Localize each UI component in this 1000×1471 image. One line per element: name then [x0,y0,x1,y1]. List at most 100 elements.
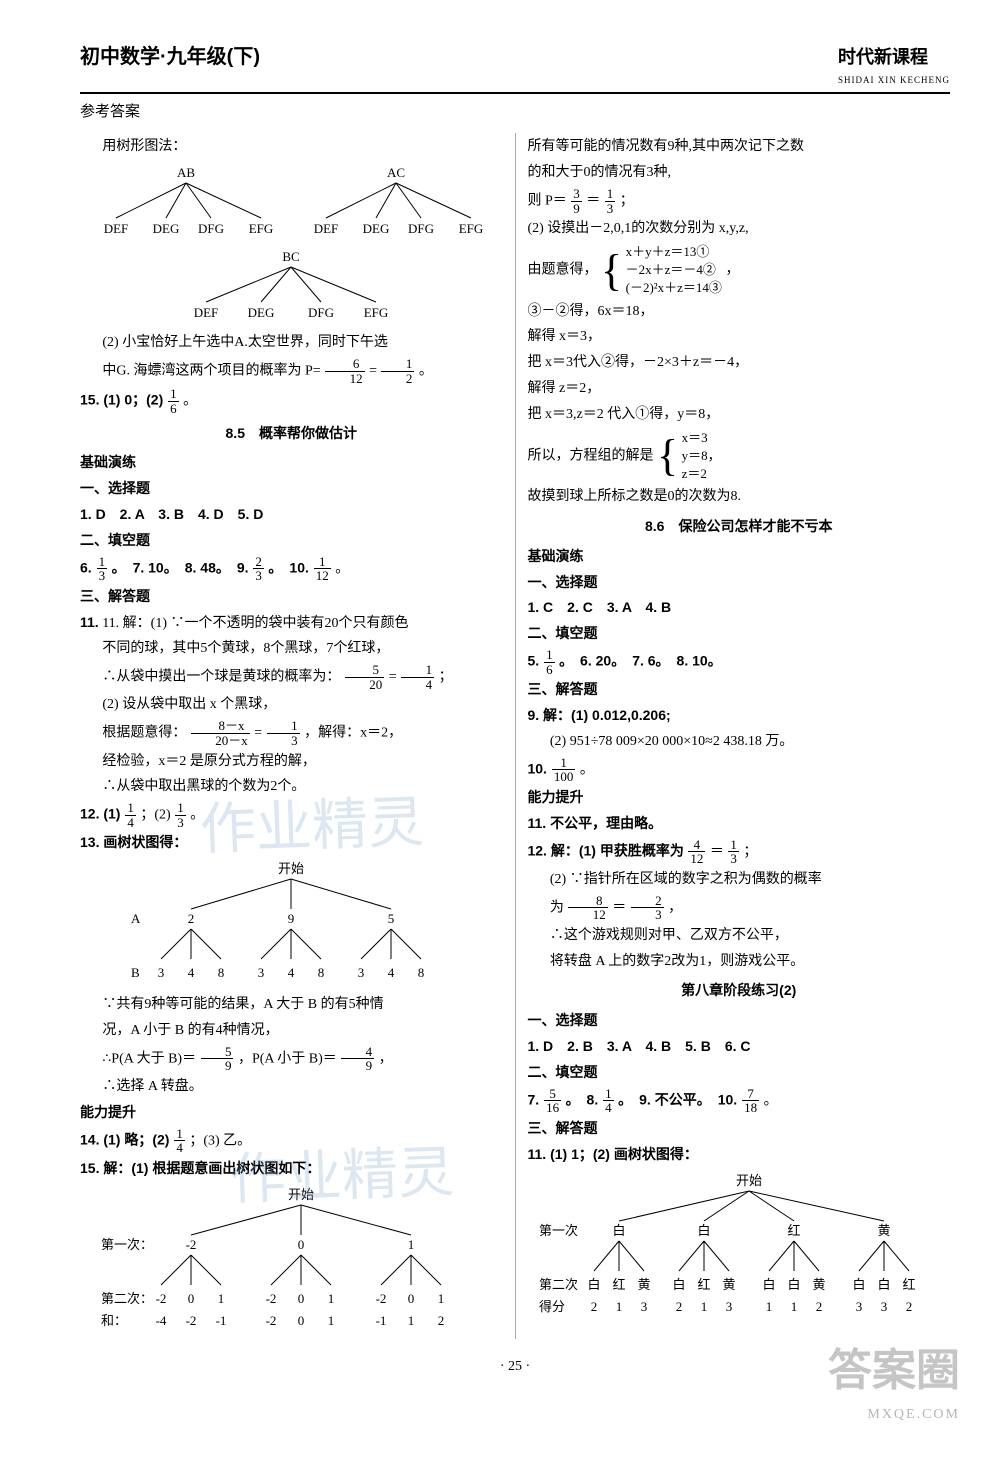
svg-text:2: 2 [188,911,195,926]
text: ∵共有9种等可能的结果，A 大于 B 的有5种情 [80,993,503,1017]
svg-text:白: 白 [877,1277,890,1292]
svg-text:白: 白 [697,1223,710,1238]
section-title: 8.5 概率帮你做估计 [80,422,503,446]
text: 14. (1) 略；(2) [80,1131,173,1147]
text: ∴从袋中摸出一个球是黄球的概率为： [102,670,340,685]
text: ；(2) [140,808,174,823]
heading: 基础演练 [527,545,950,569]
heading: 二、填空题 [80,529,503,553]
svg-text:DEG: DEG [363,221,390,236]
svg-text:1: 1 [615,1299,622,1314]
svg-text:DEG: DEG [153,221,180,236]
corner-logo-sub: MXQE.COM [867,1403,960,1427]
svg-text:2: 2 [438,1313,445,1328]
svg-text:0: 0 [188,1291,195,1306]
text: ；(3) 乙。 [189,1133,251,1148]
fraction: 1100 [552,756,576,784]
heading: 二、填空题 [527,1061,950,1085]
svg-text:3: 3 [855,1299,862,1314]
text: 经检验，x＝2 是原分式方程的解， [80,750,503,774]
text: 11. (1) 1；(2) 画树状图得： [527,1143,950,1167]
svg-text:黄: 黄 [877,1223,890,1238]
heading: 一、选择题 [527,571,950,595]
svg-text:DEF: DEF [314,221,339,236]
text: 中G. 海螵湾这两个项目的概率为 P= 612 = 12 。 [80,357,503,385]
heading: 能力提升 [527,786,950,810]
svg-text:-1: -1 [216,1313,227,1328]
text: ∴这个游戏规则对甲、乙双方不公平， [527,924,950,948]
svg-text:8: 8 [218,965,225,980]
svg-text:得分: 得分 [539,1299,565,1314]
brace-icon: { [601,252,622,289]
svg-text:1: 1 [328,1313,335,1328]
svg-text:开始: 开始 [288,1187,314,1202]
text: ∴从袋中取出黑球的个数为2个。 [80,775,503,799]
text: (2) ∵指针所在区域的数字之积为偶数的概率 [527,868,950,892]
heading: 一、选择题 [527,1009,950,1033]
svg-text:0: 0 [298,1237,305,1252]
fraction: 412 [688,838,705,866]
fraction: 13 [175,801,186,829]
text: 11. 11. 解：(1) ∵一个不透明的袋中装有20个只有颜色 [80,611,503,636]
fraction: 13 [97,555,108,583]
text: 。 [764,1093,778,1108]
fraction: 718 [742,1087,759,1115]
text: 7. 516 。 8. 14 。 9. 不公平。 10. 718 。 [527,1087,950,1115]
fraction: 16 [168,387,179,415]
text: 由题意得， [527,263,597,278]
text: 把 x＝3代入②得，－2×3＋z＝－4， [527,351,950,375]
svg-text:1: 1 [790,1299,797,1314]
text: 中G. 海螵湾这两个项目的概率为 P= [102,363,320,378]
tree-diagram-15: 开始 第一次： -2 0 1 第二次： -2 0 1 [91,1185,491,1335]
svg-text:-2: -2 [376,1291,387,1306]
fraction: 13 [267,719,300,747]
svg-text:0: 0 [298,1313,305,1328]
text: 为 812 ＝ 23 ， [527,894,950,922]
svg-text:4: 4 [288,965,295,980]
text: 。 [190,808,204,823]
heading: 三、解答题 [527,678,950,702]
text: 11. 不公平，理由略。 [527,812,950,836]
svg-text:3: 3 [725,1299,732,1314]
text: ∴从袋中摸出一个球是黄球的概率为： 520 = 14 ； [80,663,503,691]
svg-text:DFG: DFG [308,305,334,320]
svg-text:白: 白 [787,1277,800,1292]
svg-text:2: 2 [590,1299,597,1314]
svg-text:白: 白 [587,1277,600,1292]
text: 所以，方程组的解是 { x＝3 y＝8， z＝2 [527,429,950,484]
fraction: 23 [253,555,264,583]
text: = [254,726,262,741]
svg-text:2: 2 [675,1299,682,1314]
tree-diagram-1: AB AC DEF DEG DFG EFG DEF DEG DF [81,163,501,243]
fraction: 49 [341,1045,374,1073]
svg-text:EFG: EFG [249,221,274,236]
text: 把 x＝3,z＝2 代入①得，y＝8， [527,403,950,427]
svg-text:白: 白 [852,1277,865,1292]
heading: 基础演练 [80,451,503,475]
text: 11. 解：(1) ∵一个不透明的袋中装有20个只有颜色 [102,616,408,631]
text: ＝ [710,844,724,859]
text: (2) 设摸出－2,0,1的次数分别为 x,y,z, [527,217,950,241]
svg-text:1: 1 [408,1237,415,1252]
text: 。 6. 20。 7. 6。 8. 10。 [559,652,722,668]
svg-text:0: 0 [408,1291,415,1306]
svg-text:白: 白 [762,1277,775,1292]
text: 由题意得， { x＋y＋z＝13① －2x＋z＝－4② (－2)²x＋z＝14③… [527,243,950,298]
text: 。 7. 10。 8. 48。 9. [112,559,253,575]
page-number: · 25 · [80,1355,950,1379]
tree-diagram-13: 开始 A 2 9 5 B 3 [101,859,481,989]
fraction: 612 [325,357,364,385]
header-right: 时代新课程 [838,47,928,67]
text: 根据题意得： 8－x20－x = 13 ，解得：x＝2， [80,719,503,747]
fraction: 14 [401,663,434,691]
heading: 三、解答题 [527,1117,950,1141]
text: 的和大于0的情况有3种, [527,161,950,185]
svg-text:第一次: 第一次 [539,1223,578,1238]
text: = [369,363,377,378]
svg-text:1: 1 [765,1299,772,1314]
svg-text:0: 0 [298,1291,305,1306]
text: 。 10. [268,559,312,575]
text: 12. (1) [80,806,124,822]
text: 15. (1) 0；(2) [80,392,167,408]
heading: 三、解答题 [80,585,503,609]
